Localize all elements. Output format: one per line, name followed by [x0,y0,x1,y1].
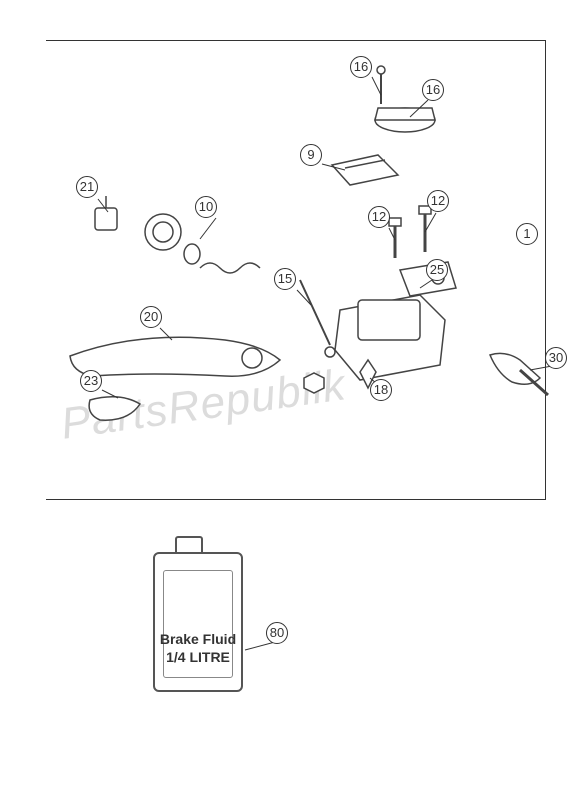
callout-16b: 16 [422,79,444,101]
bottle-label-line1: Brake Fluid [160,631,236,647]
callout-10: 10 [195,196,217,218]
bottle-label: Brake Fluid 1/4 LITRE [158,630,238,666]
diagram-canvas: PartsRepublik [0,0,586,803]
callout-circle: 12 [427,190,449,212]
callout-9: 9 [300,144,322,166]
callout-circle: 16 [350,56,372,78]
callout-16a: 16 [350,56,372,78]
callout-12a: 12 [368,206,390,228]
callout-circle: 80 [266,622,288,644]
callout-21: 21 [76,176,98,198]
callout-30: 30 [545,347,567,369]
callout-circle: 21 [76,176,98,198]
callout-circle: 18 [370,379,392,401]
callout-circle: 16 [422,79,444,101]
callout-circle: 15 [274,268,296,290]
callout-23: 23 [80,370,102,392]
callout-circle: 23 [80,370,102,392]
callout-20: 20 [140,306,162,328]
callout-12b: 12 [427,190,449,212]
callout-circle: 12 [368,206,390,228]
brake-fluid-bottle [153,552,243,692]
callout-circle: 1 [516,223,538,245]
callout-circle: 20 [140,306,162,328]
bottle-label-line2: 1/4 LITRE [166,649,230,665]
callout-80: 80 [266,622,288,644]
callout-circle: 30 [545,347,567,369]
callout-circle: 9 [300,144,322,166]
callout-1: 1 [516,223,538,245]
callout-25: 25 [426,259,448,281]
callout-18: 18 [370,379,392,401]
diagram-frame [46,40,546,500]
callout-15: 15 [274,268,296,290]
callout-circle: 25 [426,259,448,281]
callout-circle: 10 [195,196,217,218]
